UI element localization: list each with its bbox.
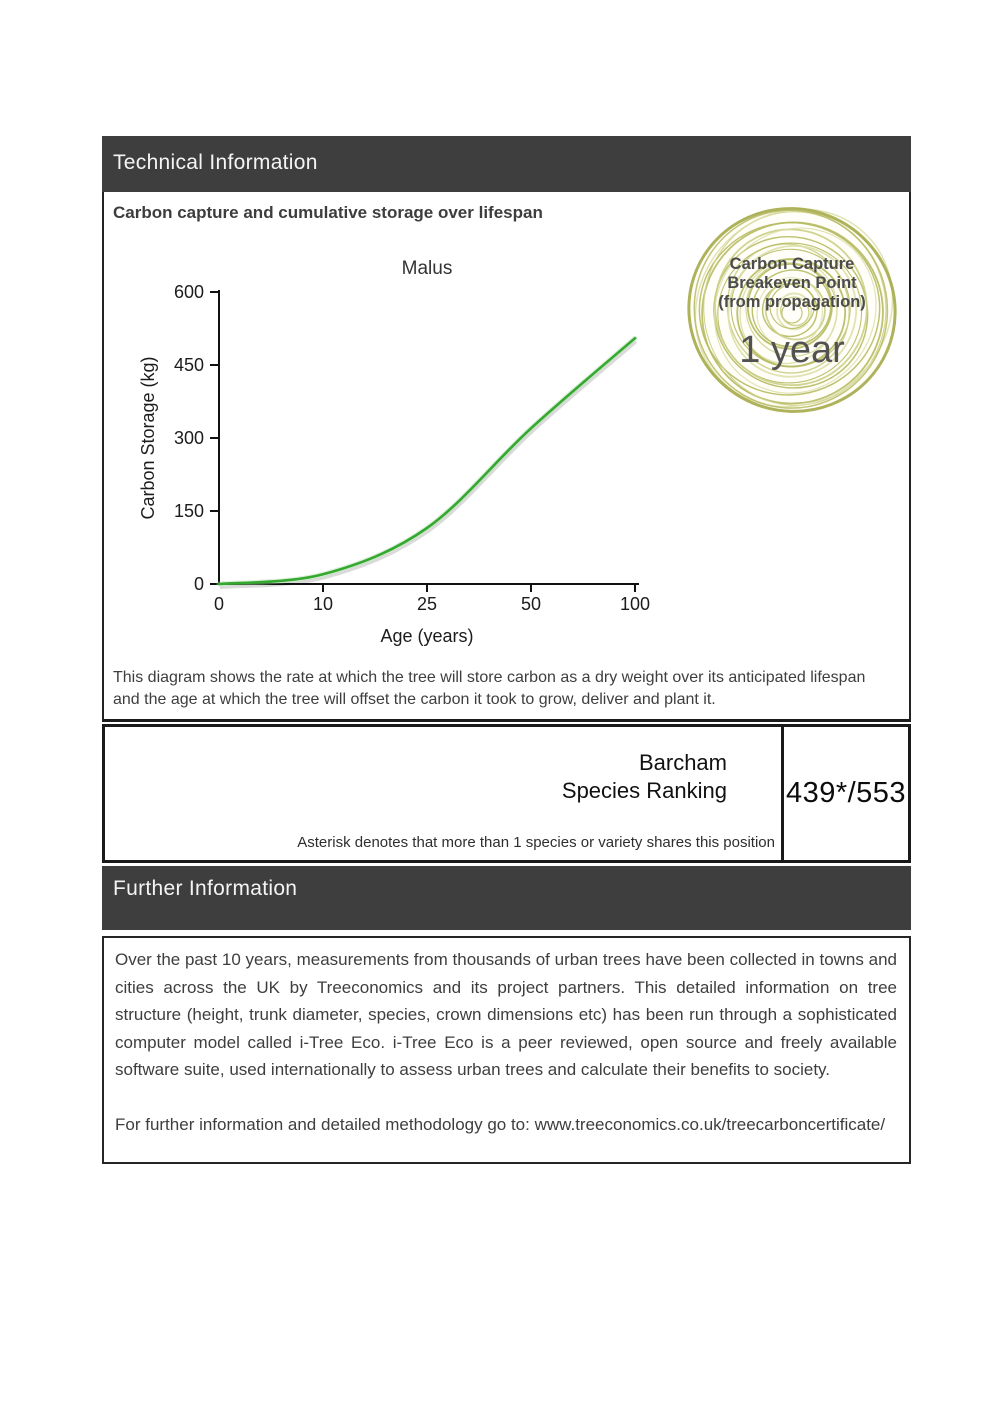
tree-ring xyxy=(727,244,858,378)
x-tick-label: 25 xyxy=(417,594,437,614)
tree-ring xyxy=(781,302,803,324)
y-tick-label: 600 xyxy=(174,282,204,302)
further-information-panel: Over the past 10 years, measurements fro… xyxy=(102,936,911,1164)
species-ranking-value-cell: 439*/553 xyxy=(781,727,908,860)
chart-title: Malus xyxy=(402,258,453,279)
carbon-chart-panel: Carbon capture and cumulative storage ov… xyxy=(102,192,911,722)
tree-ring xyxy=(717,242,863,384)
carbon-storage-chart: Malus 0 150 300 450 600 0 10 25 50 100 Age (years… xyxy=(140,258,650,646)
chart-heading: Carbon capture and cumulative storage ov… xyxy=(113,203,543,222)
badge-title-line1: Carbon Capture xyxy=(729,255,855,273)
ranking-org: Barcham xyxy=(638,750,727,775)
further-information-title: Further Information xyxy=(113,877,298,900)
tree-ring xyxy=(701,221,884,405)
tree-ring xyxy=(746,263,833,350)
x-axis-label: Age (years) xyxy=(380,626,473,646)
tree-ring xyxy=(761,283,818,338)
tree-ring xyxy=(693,209,889,409)
y-tick-label: 450 xyxy=(174,355,204,375)
tree-ring xyxy=(751,269,832,348)
technical-information-title: Technical Information xyxy=(113,151,318,174)
y-tick-label: 150 xyxy=(174,501,204,521)
curve-shadow xyxy=(219,340,638,590)
technical-information-bar: Technical Information xyxy=(102,136,911,192)
x-tick-label: 10 xyxy=(313,594,333,614)
tree-rings-illustration xyxy=(687,206,897,414)
ranking-label: Species Ranking xyxy=(561,778,727,803)
badge-title-line3: (from propagation) xyxy=(718,293,866,311)
ranking-footnote: Asterisk denotes that more than 1 specie… xyxy=(297,834,775,851)
methodology-link-text: For further information and detailed met… xyxy=(115,1114,886,1134)
tree-ring xyxy=(764,278,826,341)
species-ranking-panel: Barcham Species Ranking Asterisk denotes… xyxy=(102,724,911,863)
tree-ring xyxy=(714,228,868,387)
paragraph-spacer xyxy=(115,1084,897,1111)
species-ranking-title: Barcham Species Ranking xyxy=(105,749,727,805)
further-information-bar: Further Information xyxy=(102,866,911,930)
species-ranking-label-cell: Barcham Species Ranking Asterisk denotes… xyxy=(105,727,781,860)
ranking-value: 439*/553 xyxy=(785,777,907,809)
badge-title-line2: Breakeven Point xyxy=(727,274,857,292)
y-axis-label: Carbon Storage (kg) xyxy=(140,356,158,519)
x-tick-label: 100 xyxy=(620,594,650,614)
breakeven-value: 1 year xyxy=(739,329,845,371)
tree-ring xyxy=(736,258,847,368)
tree-ring xyxy=(745,262,838,357)
curve-glow xyxy=(216,335,638,587)
tree-ring-outer xyxy=(687,207,897,413)
tree-ring xyxy=(739,258,838,365)
carbon-curve xyxy=(217,336,637,586)
document-body: Technical Information Carbon capture and… xyxy=(102,136,911,1164)
chart-description: This diagram shows the rate at which the… xyxy=(113,669,866,708)
rings-background xyxy=(688,206,896,414)
tree-ring xyxy=(713,227,877,394)
breakeven-badge-title: Carbon Capture Breakeven Point (from pro… xyxy=(683,255,901,312)
tree-ring xyxy=(713,235,869,389)
breakeven-badge: Carbon Capture Breakeven Point (from pro… xyxy=(683,201,901,419)
further-paragraph: Over the past 10 years, measurements fro… xyxy=(115,950,897,1079)
x-tick-label: 0 xyxy=(214,594,224,614)
y-tick-label: 0 xyxy=(194,574,204,594)
x-tick-label: 50 xyxy=(521,594,541,614)
tree-ring xyxy=(776,292,813,331)
tree-ring xyxy=(779,296,810,327)
chart-plot-area: 0 150 300 450 600 0 10 25 50 100 xyxy=(174,282,650,614)
y-tick-label: 300 xyxy=(174,428,204,448)
